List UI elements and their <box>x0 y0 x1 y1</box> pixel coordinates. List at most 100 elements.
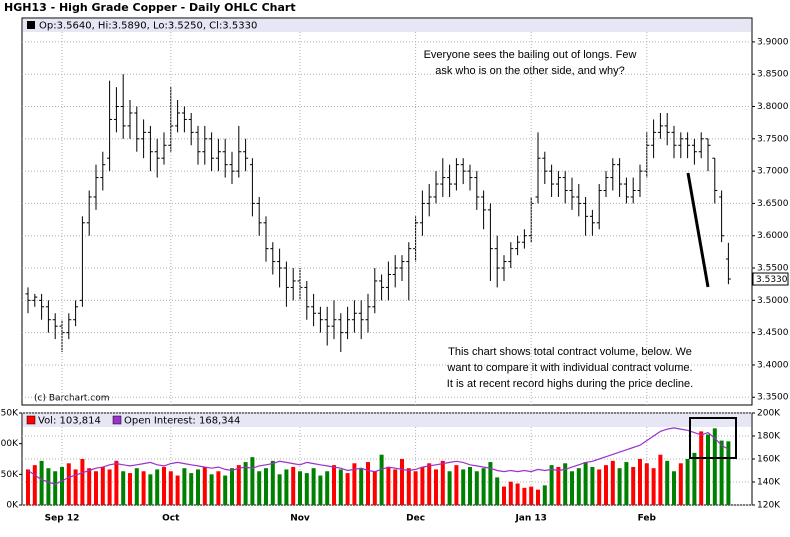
volume-bar <box>114 460 119 505</box>
y2-tick-label: 200K <box>757 409 781 419</box>
volume-bar <box>515 483 520 505</box>
volume-bar <box>529 486 534 505</box>
volume-bar <box>610 460 615 505</box>
volume-bar <box>284 469 289 505</box>
volume-bar <box>692 452 697 505</box>
volume-bar <box>32 465 37 505</box>
volume-bar <box>128 473 132 505</box>
volume-bar <box>257 471 262 505</box>
credit: (c) Barchart.com <box>34 394 110 404</box>
y2-tick-label: 140K <box>757 478 781 488</box>
volume-bar <box>665 460 670 505</box>
volume-bar <box>291 466 296 505</box>
volume-bar <box>420 466 425 505</box>
volume-bar <box>379 454 384 505</box>
volume-bar <box>583 462 588 505</box>
volume-bar <box>168 471 173 505</box>
volume-bar <box>447 471 452 505</box>
volume-bar <box>277 474 282 505</box>
y-tick-label: 100K <box>0 439 19 449</box>
volume-bar <box>604 465 608 505</box>
volume-bar <box>216 471 221 505</box>
volume-bar <box>549 465 554 505</box>
price-tag-box <box>752 272 789 286</box>
y-tick-label: 3.4500 <box>757 328 789 338</box>
volume-bar <box>345 473 350 505</box>
price-legend-strip <box>23 19 751 32</box>
volume-bar <box>223 475 228 505</box>
volume-bar <box>270 460 275 505</box>
volume-bar <box>556 466 561 505</box>
volume-bar <box>542 485 547 505</box>
y-tick-label: 3.3500 <box>757 393 789 403</box>
volume-bar <box>461 469 466 505</box>
volume-bar <box>481 468 486 505</box>
volume-bar <box>39 460 44 505</box>
volume-bar <box>576 468 581 505</box>
volume-bar <box>162 466 166 505</box>
volume-bar <box>80 459 85 505</box>
y-tick-label: 3.7000 <box>757 167 789 177</box>
volume-bar <box>386 466 391 505</box>
y-tick-label: 3.9000 <box>757 37 789 47</box>
volume-bar <box>304 473 309 505</box>
volume-bar <box>474 471 479 505</box>
volume-bar <box>406 468 411 505</box>
y-tick-label: 0K <box>6 501 19 511</box>
volume-bar <box>393 469 398 505</box>
volume-bar <box>155 469 160 505</box>
y-tick-label: 3.6500 <box>757 199 789 209</box>
x-tick-label: Sep 12 <box>45 514 80 524</box>
x-tick-label: Nov <box>290 514 310 524</box>
price-legend: Op:3.5640, Hi:3.5890, Lo:3.5250, Cl:3.53… <box>39 21 257 32</box>
y2-tick-label: 180K <box>757 432 781 442</box>
y2-tick-label: 160K <box>757 455 781 465</box>
volume-bar <box>719 440 724 505</box>
x-tick-label: Oct <box>162 514 180 524</box>
volume-bar <box>332 465 336 505</box>
volume-bar <box>638 459 642 505</box>
volume-bar <box>672 471 676 505</box>
volume-bar <box>134 468 139 505</box>
legend-entry: Open Interest: 168,344 <box>124 416 240 427</box>
volume-bar <box>46 468 51 505</box>
volume-bar <box>202 466 207 505</box>
y-tick-label: 3.6000 <box>757 231 789 241</box>
annotation: ask who is on the other side, and why? <box>435 65 625 77</box>
volume-bar <box>712 428 717 505</box>
volume-bar <box>631 466 636 505</box>
highlight-box <box>689 417 737 459</box>
y-tick-label: 3.4000 <box>757 360 789 370</box>
volume-bar <box>359 468 364 505</box>
volume-bar <box>372 471 377 505</box>
annotation: This chart shows total contract volume, … <box>448 346 692 358</box>
volume-bar <box>175 475 180 505</box>
volume-bar <box>617 468 622 505</box>
volume-bar <box>209 474 214 505</box>
volume-bar <box>94 471 98 505</box>
volume-bar <box>236 465 241 505</box>
volume-bar <box>597 469 602 505</box>
volume-bar <box>522 487 527 505</box>
volume-bar <box>427 463 432 505</box>
volume-bar <box>338 469 343 505</box>
volume-bar <box>366 462 370 505</box>
volume-bar <box>230 468 234 505</box>
volume-bar <box>318 475 323 505</box>
volume-legend-strip <box>23 414 751 427</box>
volume-bar <box>502 486 506 505</box>
x-tick-label: Jan 13 <box>514 514 547 524</box>
y-tick-label: 150K <box>0 409 19 419</box>
legend-swatch <box>112 415 122 425</box>
volume-bar <box>454 465 459 505</box>
y-tick-label: 3.7500 <box>757 134 789 144</box>
y-tick-label: 3.8500 <box>757 70 789 80</box>
volume-bar <box>148 474 153 505</box>
volume-bar <box>298 471 302 505</box>
volume-bar <box>73 469 78 505</box>
volume-bar <box>624 462 629 505</box>
volume-bar <box>570 471 574 505</box>
volume-bar <box>141 471 146 505</box>
